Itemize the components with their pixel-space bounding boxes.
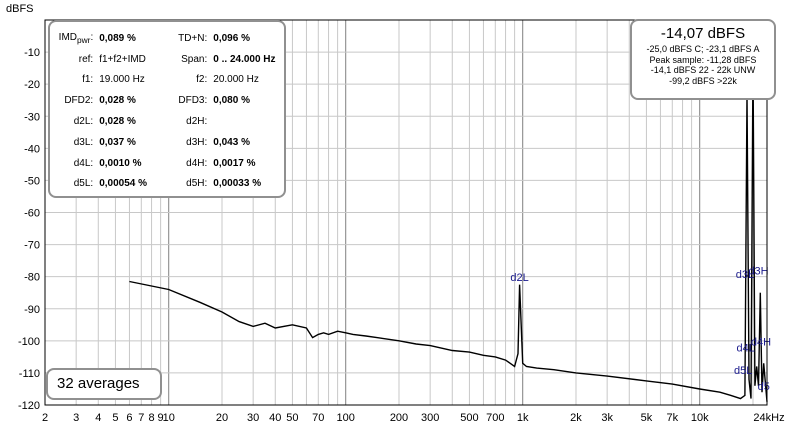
x-tick-label: 100 (337, 412, 355, 424)
stat-label: d3L: (73, 136, 94, 148)
stat-row: d4L: 0,0010 % d4H: 0,0017 % (50, 153, 284, 174)
y-tick-label: -120 (18, 400, 40, 412)
stat-label: TD+N: (178, 32, 208, 44)
y-tick-label: -50 (24, 175, 40, 187)
stat-row: d2L: 0,028 % d2H: (50, 111, 284, 132)
x-tick-label: 2k (570, 412, 582, 424)
averages-text: 32 averages (57, 375, 140, 392)
stat-value: 0,028 % (99, 116, 136, 128)
harmonic-marker: d3L (736, 269, 754, 281)
averages-badge: 32 averages (46, 368, 162, 400)
x-tick-label: 5 (112, 412, 118, 424)
stat-label: d5L: (73, 178, 94, 190)
y-tick-label: -30 (24, 111, 40, 123)
stat-label: d5H: (186, 178, 208, 190)
y-tick-label: -10 (24, 47, 40, 59)
y-tick-label: -90 (24, 304, 40, 316)
measurement-panel: IMDpwr: 0,089 % TD+N: 0,096 % ref: f1+f2+IMD S… (48, 20, 286, 198)
stat-value: f1+f2+IMD (99, 53, 146, 65)
harmonic-marker: d2L (510, 272, 528, 284)
y-axis-label: dBFS (6, 3, 34, 15)
harmonic-marker: d5 (758, 381, 770, 393)
stat-value: 0,080 % (213, 95, 250, 107)
x-tick-label: 70 (312, 412, 324, 424)
stat-label: d2H: (186, 116, 208, 128)
stat-row: f1: 19.000 Hz f2: 20.000 Hz (50, 70, 284, 91)
y-tick-label: -110 (19, 368, 40, 380)
stat-value: 0,089 % (99, 32, 136, 44)
x-tick-label: 4 (95, 412, 101, 424)
stat-label: f1: (82, 74, 94, 86)
harmonic-marker: d3H (748, 266, 768, 278)
stat-row: DFD2: 0,028 % DFD3: 0,080 % (50, 90, 284, 111)
stat-row: d3L: 0,037 % d3H: 0,043 % (50, 132, 284, 153)
x-tick-label: 10k (691, 412, 709, 424)
stat-label: Span: (181, 53, 208, 65)
x-tick-label: 3 (73, 412, 79, 424)
stat-value: 0,00033 % (213, 178, 262, 190)
harmonic-marker: d4H (751, 336, 771, 348)
spectrum-trace (129, 58, 768, 402)
x-tick-label: 2 (42, 412, 48, 424)
harmonic-marker: d5L (734, 365, 752, 377)
level-line: -14,1 dBFS 22 - 22k UNW (650, 65, 756, 75)
stat-label: ref: (78, 53, 94, 65)
level-line: -99,2 dBFS >22k (669, 75, 737, 86)
y-tick-label: -40 (24, 143, 40, 155)
x-tick-label: 24kHz (753, 412, 784, 424)
x-tick-label: 6 (126, 412, 132, 424)
x-tick-label: 20 (216, 412, 228, 424)
y-tick-label: -80 (24, 272, 40, 284)
stat-label: DFD2: (64, 95, 94, 107)
x-tick-label: 200 (390, 412, 408, 424)
stat-row: d5L: 0,00054 % d5H: 0,00033 % (50, 174, 284, 195)
stat-value: 0,043 % (213, 136, 250, 148)
stat-value: 0,028 % (99, 95, 136, 107)
x-tick-label: 3k (601, 412, 613, 424)
y-tick-label: -100 (18, 336, 40, 348)
level-panel: -14,07 dBFS -25,0 dBFS C; -23,1 dBFS A P… (630, 19, 776, 100)
stat-label: DFD3: (178, 95, 208, 107)
x-tick-label: 7 (138, 412, 144, 424)
x-tick-label: 5k (641, 412, 653, 424)
level-line: -25,0 dBFS C; -23,1 dBFS A (646, 44, 760, 54)
stat-value: 0 .. 24.000 Hz (213, 53, 276, 65)
stat-label: d4L: (73, 157, 94, 169)
y-tick-label: -20 (24, 79, 40, 91)
stat-label: f2: (196, 74, 208, 86)
stat-value: 0,00054 % (99, 178, 148, 190)
y-tick-label: -60 (24, 208, 40, 220)
stat-label: d4H: (186, 157, 208, 169)
x-tick-label: 10 (163, 412, 175, 424)
stat-value: 0,0017 % (213, 157, 256, 169)
x-tick-label: 50 (286, 412, 298, 424)
x-tick-label: 500 (460, 412, 478, 424)
harmonic-marker: d4L (737, 343, 755, 355)
stat-label: d3H: (186, 136, 208, 148)
stat-label: d2L: (73, 116, 94, 128)
stat-value: 0,0010 % (99, 157, 142, 169)
level-value: -14,07 dBFS (660, 25, 746, 42)
x-tick-label: 7k (666, 412, 678, 424)
x-tick-label: 700 (486, 412, 504, 424)
x-tick-label: 9 (158, 412, 164, 424)
stat-value: 0,096 % (213, 32, 250, 44)
x-tick-label: 1k (517, 412, 529, 424)
stat-row: ref: f1+f2+IMD Span: 0 .. 24.000 Hz (50, 49, 284, 70)
stat-label: IMDpwr: (58, 31, 94, 45)
x-tick-label: 40 (269, 412, 281, 424)
stat-value: 19.000 Hz (99, 74, 145, 86)
stat-row: IMDpwr: 0,089 % TD+N: 0,096 % (50, 28, 284, 49)
x-tick-label: 30 (247, 412, 259, 424)
y-tick-label: -70 (24, 240, 40, 252)
x-tick-label: 300 (421, 412, 439, 424)
level-line: Peak sample: -11,28 dBFS (649, 54, 757, 65)
x-tick-label: 8 (148, 412, 154, 424)
stat-value: 0,037 % (99, 136, 136, 148)
stat-value: 20.000 Hz (213, 74, 259, 86)
